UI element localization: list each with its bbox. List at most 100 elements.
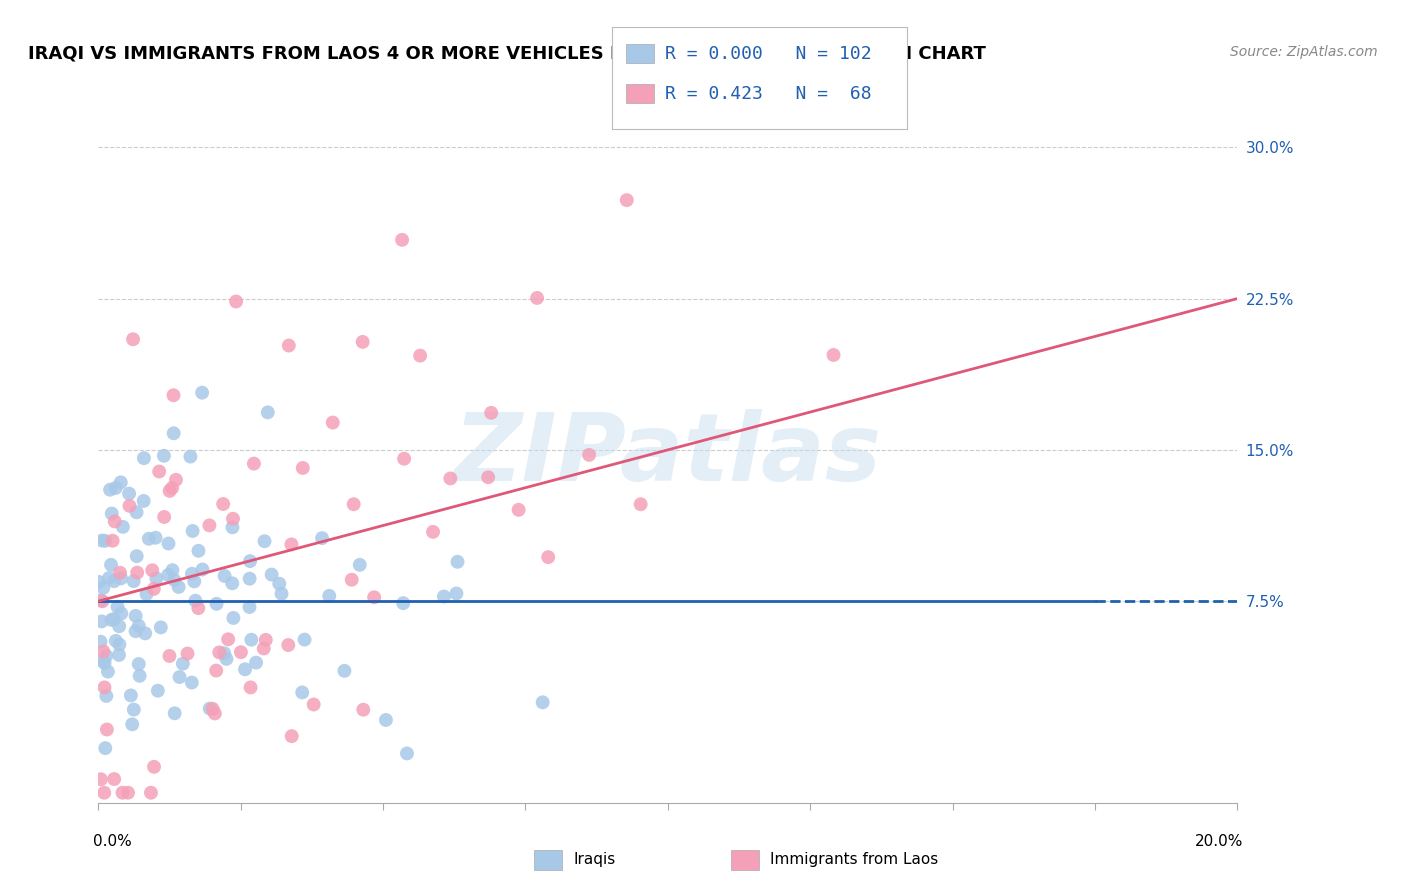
Point	[134, 626, 156, 640]
Point	[108, 619, 131, 633]
Point	[128, 657, 150, 671]
Point	[205, 597, 228, 611]
Point	[159, 483, 181, 498]
Point	[141, 563, 163, 577]
Point	[240, 632, 263, 647]
Point	[107, 599, 129, 614]
Point	[96, 648, 118, 663]
Point	[823, 348, 845, 362]
Point	[238, 600, 260, 615]
Point	[108, 566, 131, 580]
Point	[93, 786, 115, 800]
Point	[142, 582, 165, 596]
Point	[96, 723, 118, 737]
Point	[122, 332, 145, 346]
Point	[90, 615, 112, 629]
Point	[191, 385, 214, 400]
Point	[90, 772, 112, 787]
Point	[201, 702, 224, 716]
Point	[198, 701, 221, 715]
Point	[120, 689, 142, 703]
Point	[270, 587, 292, 601]
Point	[132, 494, 155, 508]
Point	[100, 507, 122, 521]
Point	[97, 571, 120, 585]
Point	[217, 632, 239, 647]
Text: IRAQI VS IMMIGRANTS FROM LAOS 4 OR MORE VEHICLES IN HOUSEHOLD CORRELATION CHART: IRAQI VS IMMIGRANTS FROM LAOS 4 OR MORE …	[28, 45, 986, 62]
Text: 20.0%: 20.0%	[1195, 834, 1243, 849]
Point	[91, 581, 114, 595]
Point	[212, 646, 235, 660]
Point	[104, 633, 127, 648]
Point	[277, 338, 299, 352]
Point	[124, 624, 146, 639]
Point	[139, 786, 162, 800]
Point	[103, 574, 125, 589]
Point	[318, 589, 340, 603]
Point	[352, 334, 374, 349]
Point	[179, 450, 201, 464]
Point	[94, 533, 117, 548]
Point	[93, 656, 115, 670]
Point	[343, 497, 366, 511]
Point	[422, 524, 444, 539]
Point	[349, 558, 371, 572]
Point	[184, 593, 207, 607]
Point	[280, 537, 302, 551]
Point	[363, 591, 385, 605]
Point	[118, 499, 141, 513]
Point	[253, 534, 276, 549]
Point	[233, 662, 256, 676]
Point	[433, 590, 456, 604]
Point	[392, 596, 415, 610]
Text: R = 0.423   N =  68: R = 0.423 N = 68	[665, 85, 872, 103]
Point	[125, 549, 148, 563]
Point	[198, 518, 221, 533]
Point	[187, 544, 209, 558]
Point	[125, 505, 148, 519]
Point	[122, 574, 145, 588]
Point	[118, 486, 141, 500]
Point	[311, 531, 333, 545]
Point	[439, 471, 461, 485]
Point	[391, 233, 413, 247]
Point	[108, 648, 131, 662]
Text: 0.0%: 0.0%	[93, 834, 132, 849]
Point	[111, 520, 134, 534]
Point	[157, 568, 180, 582]
Point	[121, 717, 143, 731]
Point	[160, 481, 183, 495]
Point	[280, 729, 302, 743]
Point	[87, 574, 110, 589]
Point	[229, 645, 252, 659]
Point	[243, 457, 266, 471]
Point	[446, 555, 468, 569]
Point	[254, 632, 277, 647]
Point	[245, 656, 267, 670]
Point	[340, 573, 363, 587]
Point	[169, 670, 191, 684]
Point	[128, 619, 150, 633]
Point	[117, 786, 139, 800]
Point	[239, 681, 262, 695]
Point	[477, 470, 499, 484]
Point	[630, 497, 652, 511]
Point	[128, 669, 150, 683]
Point	[145, 531, 167, 545]
Point	[167, 580, 190, 594]
Point	[225, 294, 247, 309]
Point	[148, 465, 170, 479]
Point	[98, 483, 121, 497]
Point	[256, 405, 278, 419]
Point	[187, 601, 209, 615]
Text: Iraqis: Iraqis	[574, 853, 616, 867]
Point	[162, 388, 184, 402]
Point	[138, 532, 160, 546]
Point	[159, 648, 181, 663]
Point	[153, 449, 176, 463]
Point	[91, 533, 114, 548]
Point	[146, 683, 169, 698]
Point	[531, 695, 554, 709]
Point	[172, 657, 194, 671]
Point	[110, 571, 132, 585]
